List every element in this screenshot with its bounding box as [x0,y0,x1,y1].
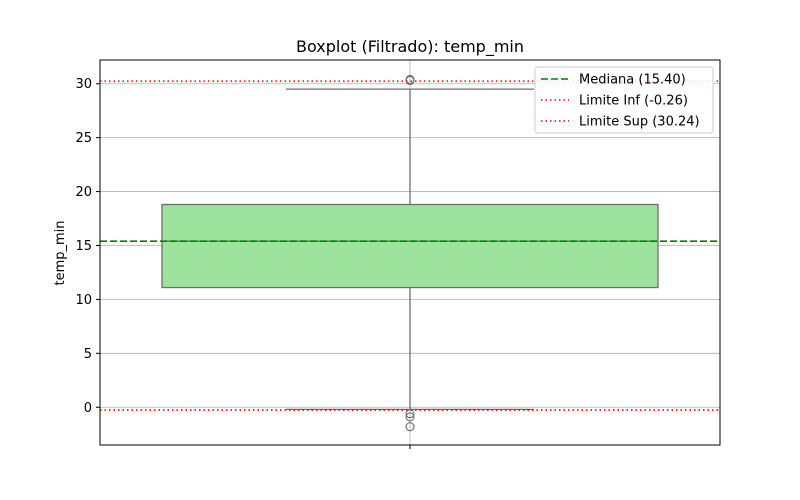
outlier-point [405,422,415,432]
legend-entry-label: Limite Sup (30.24) [579,115,700,130]
outlier-point [405,412,415,422]
plot-area [100,74,720,432]
outlier-point [405,74,415,84]
y-tick-label: 30 [75,77,92,92]
outlier-point [405,409,415,419]
y-tick-label: 5 [84,347,92,362]
legend-entry-label: Limite Inf (-0.26) [579,94,688,109]
y-axis-label: temp_min [53,220,68,285]
y-axis-ticks: 0 5 10 15 20 25 30 [75,77,411,449]
y-tick-label: 10 [75,293,92,308]
chart-title: Boxplot (Filtrado): temp_min [296,37,524,57]
y-tick-label: 15 [75,239,92,254]
y-tick-label: 0 [84,401,92,416]
legend: Mediana (15.40) Limite Inf (-0.26) Limite … [534,66,714,134]
legend-entry-label: Mediana (15.40) [579,73,686,88]
plot-frame [99,59,721,446]
y-tick-label: 20 [75,185,92,200]
iqr-box [161,203,659,289]
legend-box [534,66,714,134]
y-tick-label: 25 [75,131,92,146]
